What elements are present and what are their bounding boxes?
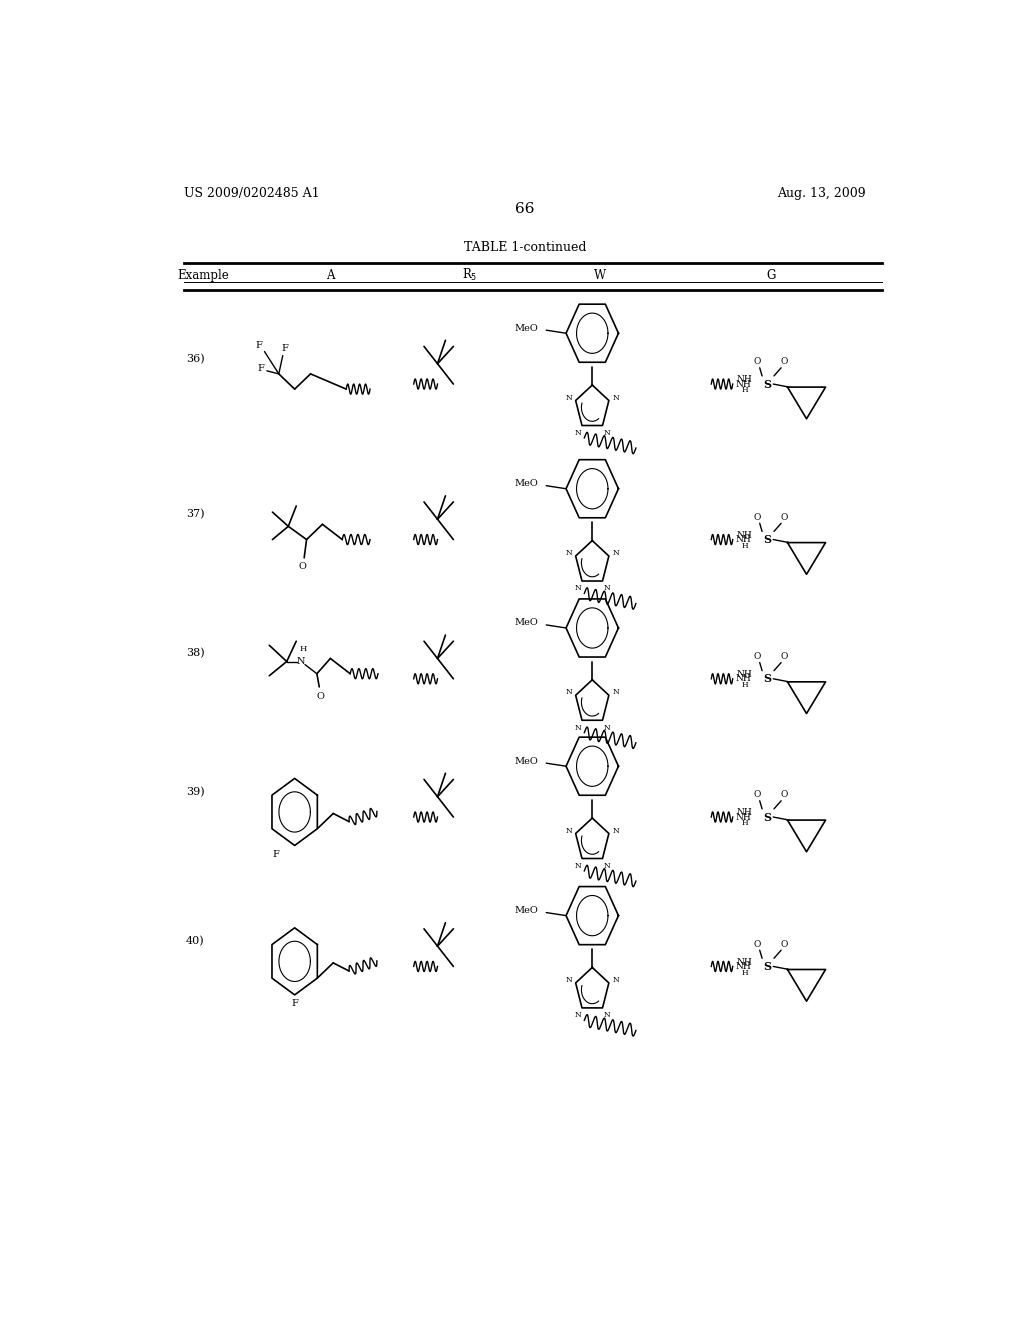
Text: NH: NH: [735, 535, 751, 544]
Text: 66: 66: [515, 202, 535, 216]
Text: N: N: [603, 585, 610, 593]
Text: O: O: [754, 940, 761, 949]
Text: S: S: [763, 379, 771, 389]
Text: N: N: [565, 549, 572, 557]
Text: MeO: MeO: [514, 618, 539, 627]
Text: N: N: [612, 393, 620, 401]
Text: O: O: [299, 562, 306, 572]
Text: H: H: [300, 645, 307, 653]
Text: O: O: [780, 358, 788, 366]
Text: N: N: [574, 862, 582, 870]
Text: H: H: [741, 820, 748, 828]
Text: NH: NH: [735, 675, 751, 684]
Text: Example: Example: [177, 269, 229, 281]
Text: N: N: [612, 975, 620, 985]
Text: 40): 40): [186, 936, 205, 946]
Text: NH: NH: [736, 375, 753, 384]
Text: S: S: [763, 812, 771, 822]
Text: H: H: [741, 387, 748, 395]
Text: N: N: [565, 393, 572, 401]
Text: O: O: [316, 692, 325, 701]
Text: N: N: [612, 826, 620, 834]
Text: F: F: [282, 345, 289, 352]
Text: W: W: [594, 269, 606, 281]
Text: S: S: [763, 961, 771, 972]
Text: S: S: [763, 535, 771, 545]
Text: NH: NH: [736, 958, 753, 966]
Text: N: N: [603, 1011, 610, 1019]
Text: NH: NH: [736, 671, 753, 680]
Text: 38): 38): [186, 648, 205, 659]
Text: N: N: [297, 657, 305, 667]
Text: MeO: MeO: [514, 323, 539, 333]
Text: NH: NH: [735, 380, 751, 388]
Text: A: A: [326, 269, 335, 281]
Text: 36): 36): [186, 354, 205, 364]
Text: US 2009/0202485 A1: US 2009/0202485 A1: [183, 187, 319, 201]
Text: N: N: [603, 429, 610, 437]
Text: N: N: [565, 689, 572, 697]
Text: R$_5$: R$_5$: [462, 267, 477, 284]
Text: S: S: [763, 673, 771, 684]
Text: NH: NH: [736, 808, 753, 817]
Text: NH: NH: [735, 962, 751, 972]
Text: N: N: [565, 826, 572, 834]
Text: H: H: [741, 541, 748, 549]
Text: N: N: [574, 429, 582, 437]
Text: H: H: [741, 969, 748, 977]
Text: N: N: [574, 1011, 582, 1019]
Text: O: O: [780, 940, 788, 949]
Text: H: H: [741, 681, 748, 689]
Text: O: O: [754, 358, 761, 366]
Text: Aug. 13, 2009: Aug. 13, 2009: [777, 187, 866, 201]
Text: O: O: [780, 512, 788, 521]
Text: N: N: [565, 975, 572, 985]
Text: O: O: [754, 652, 761, 661]
Text: 39): 39): [186, 787, 205, 797]
Text: MeO: MeO: [514, 479, 539, 488]
Text: F: F: [291, 998, 298, 1007]
Text: NH: NH: [735, 813, 751, 821]
Text: F: F: [256, 341, 262, 350]
Text: NH: NH: [736, 531, 753, 540]
Text: N: N: [603, 723, 610, 731]
Text: O: O: [754, 791, 761, 799]
Text: N: N: [612, 689, 620, 697]
Text: G: G: [766, 269, 775, 281]
Text: 37): 37): [186, 510, 205, 519]
Text: TABLE 1-continued: TABLE 1-continued: [464, 242, 586, 255]
Text: N: N: [603, 862, 610, 870]
Text: MeO: MeO: [514, 756, 539, 766]
Text: O: O: [780, 652, 788, 661]
Text: O: O: [754, 512, 761, 521]
Text: N: N: [574, 723, 582, 731]
Text: F: F: [272, 850, 280, 859]
Text: F: F: [258, 364, 265, 374]
Text: O: O: [780, 791, 788, 799]
Text: N: N: [574, 585, 582, 593]
Text: MeO: MeO: [514, 906, 539, 915]
Text: N: N: [612, 549, 620, 557]
